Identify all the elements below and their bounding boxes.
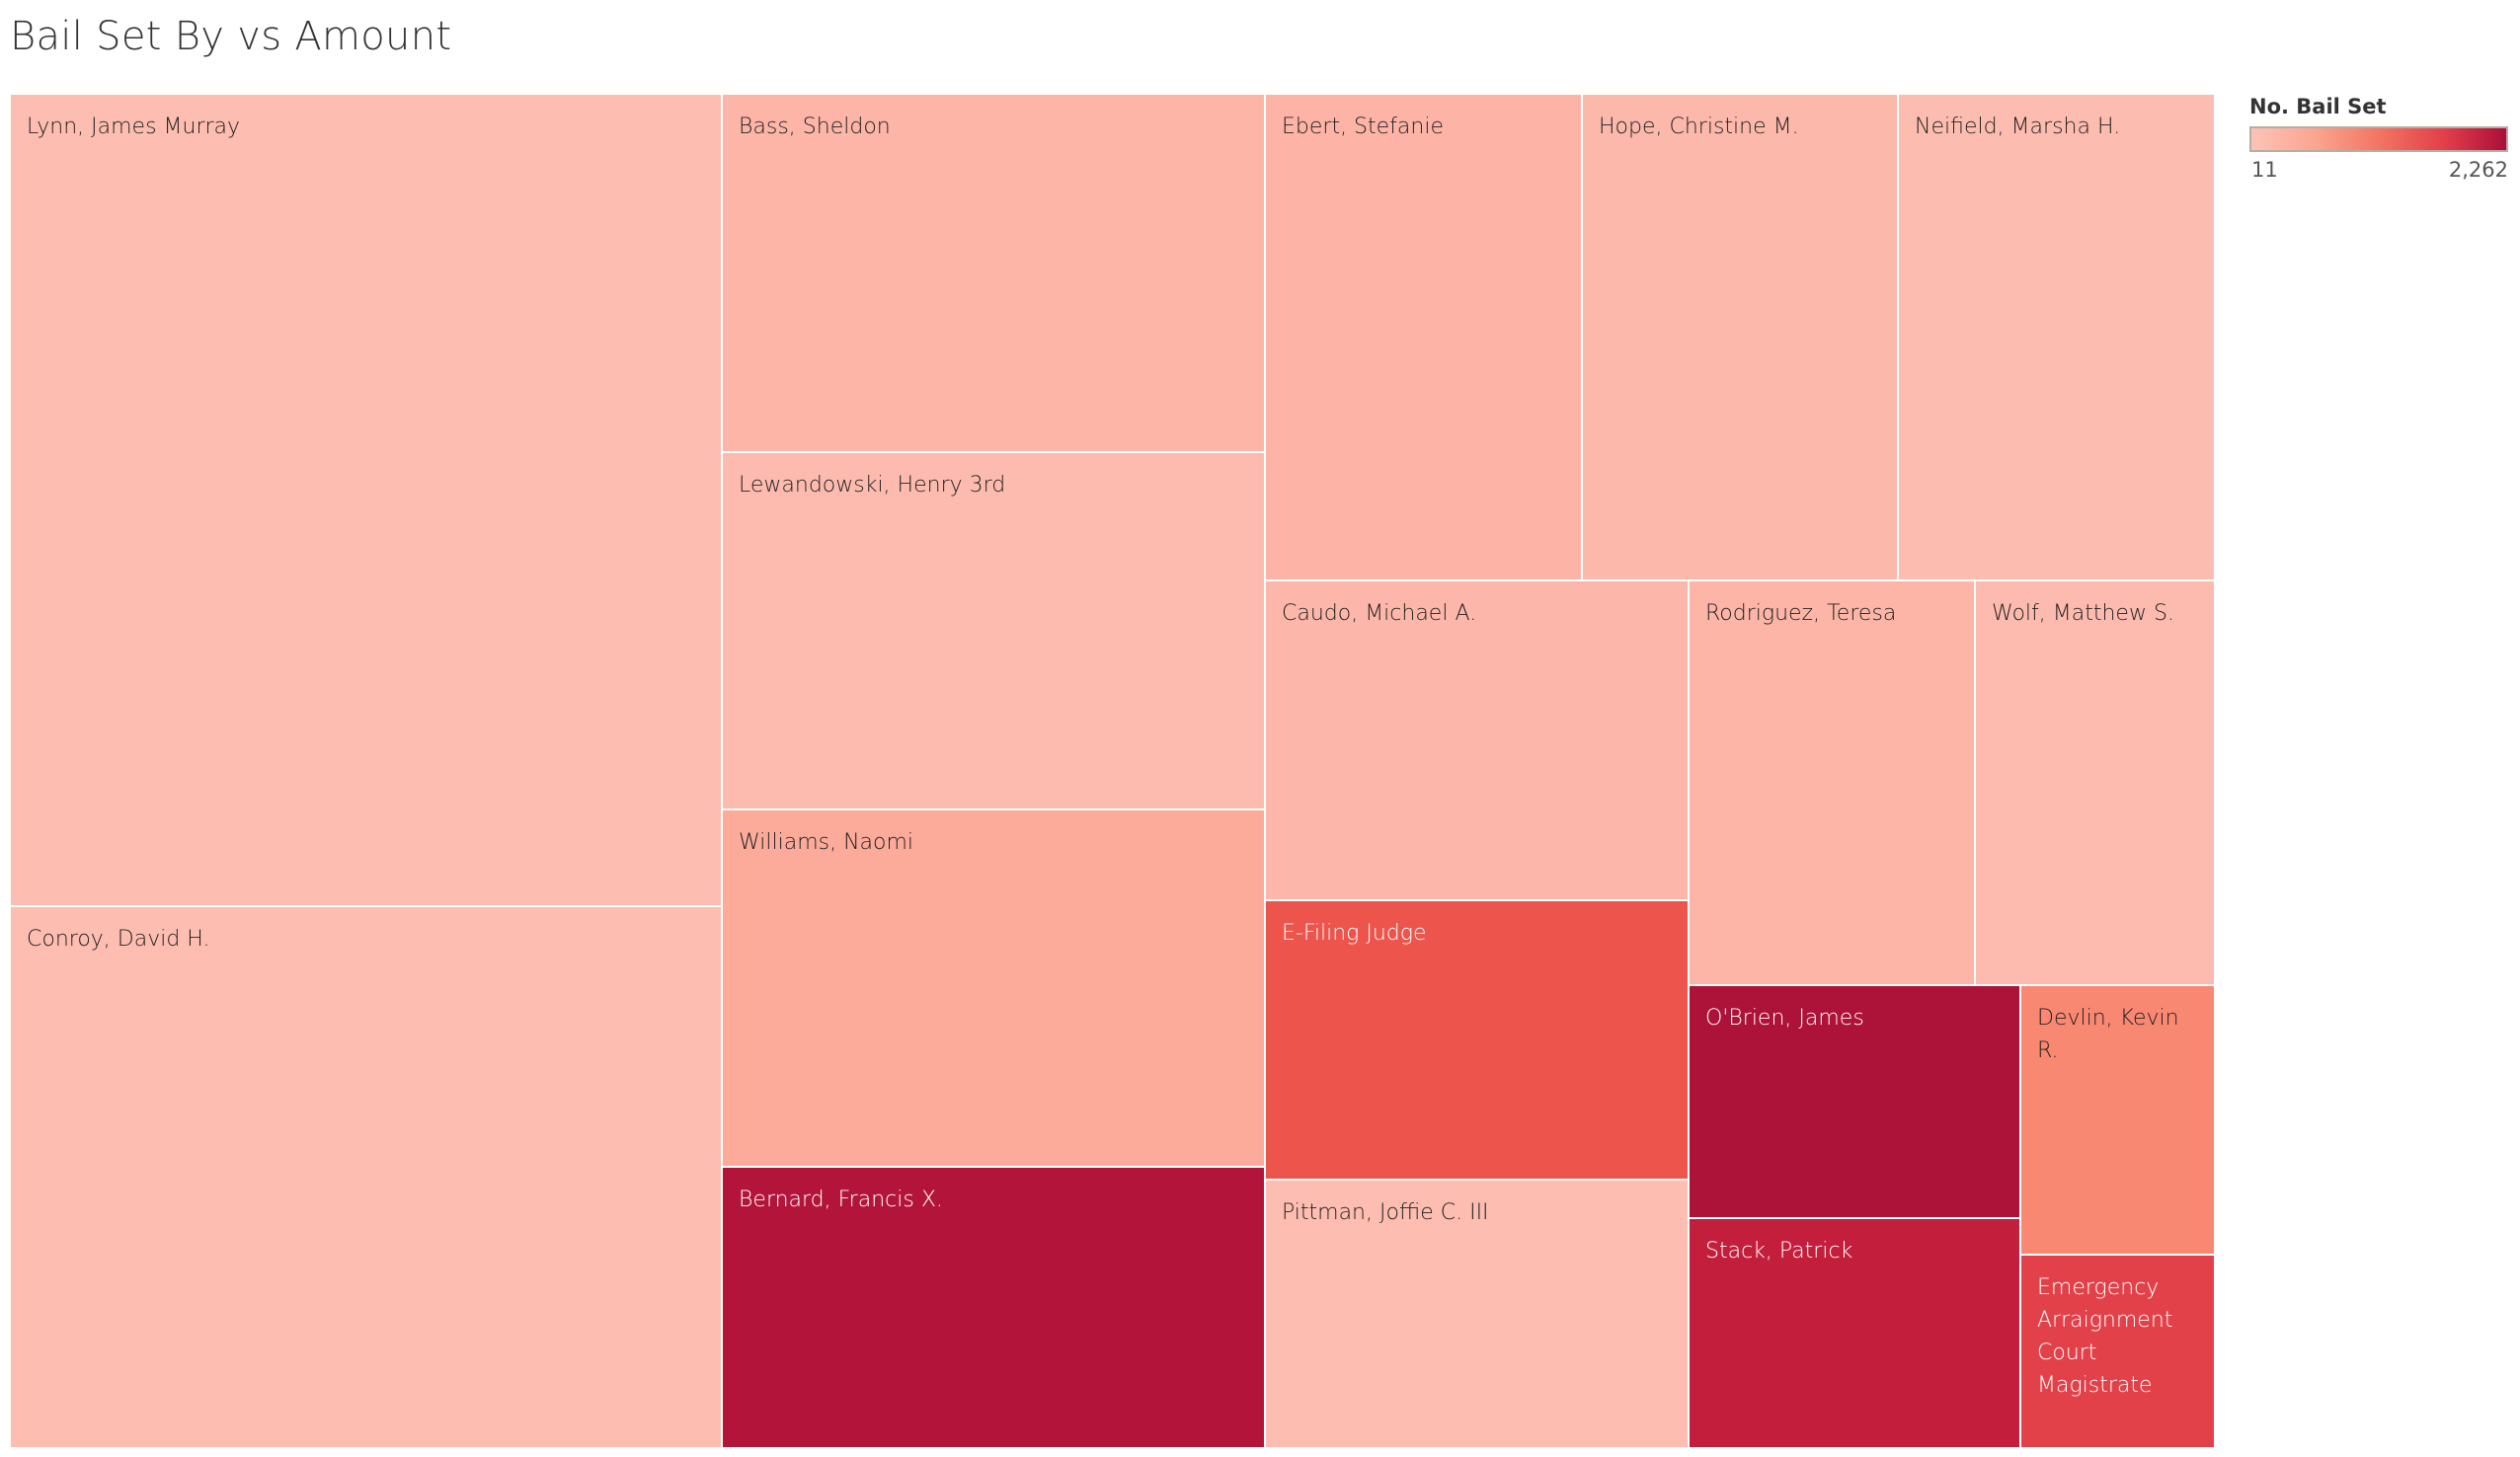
legend-title: No. Bail Set [2249, 95, 2387, 118]
treemap-cell-label: Pittman, Joffie C. III [1282, 1200, 1489, 1225]
treemap-cell-label: Ebert, Stefanie [1282, 115, 1445, 139]
treemap-cell[interactable]: Williams, Naomi [723, 810, 1264, 1166]
treemap-cell-label: Devlin, Kevin R. [2037, 1006, 2179, 1063]
treemap-cell-label: Lewandowski, Henry 3rd [739, 473, 1006, 498]
legend-min-label: 11 [2251, 158, 2278, 182]
treemap-cell[interactable]: Conroy, David H. [11, 907, 721, 1447]
treemap-cell[interactable]: Devlin, Kevin R. [2021, 986, 2214, 1254]
treemap-cell-label: Caudo, Michael A. [1282, 601, 1477, 626]
treemap-cell-label: Williams, Naomi [739, 830, 914, 855]
treemap-cell[interactable]: Lewandowski, Henry 3rd [723, 453, 1264, 808]
legend-color-ramp [2249, 126, 2508, 152]
treemap-cell-label: Rodriguez, Teresa [1705, 601, 1897, 626]
treemap-cell-label: Lynn, James Murray [27, 115, 241, 139]
treemap-cell[interactable]: Neifield, Marsha H. [1899, 95, 2214, 579]
treemap-cell[interactable]: Stack, Patrick [1690, 1219, 2019, 1447]
treemap-cell[interactable]: Pittman, Joffie C. III [1266, 1181, 1688, 1447]
treemap-cell[interactable]: Ebert, Stefanie [1266, 95, 1581, 579]
legend-ticks: 11 2,262 [2249, 158, 2508, 188]
treemap-cell[interactable]: E-Filing Judge [1266, 901, 1688, 1179]
treemap-cell[interactable]: Rodriguez, Teresa [1690, 581, 1974, 984]
treemap-cell[interactable]: Bass, Sheldon [723, 95, 1264, 451]
treemap-cell[interactable]: Wolf, Matthew S. [1976, 581, 2214, 984]
treemap-cell[interactable]: Bernard, Francis X. [723, 1168, 1264, 1447]
treemap-cell[interactable]: Caudo, Michael A. [1266, 581, 1688, 899]
treemap-cell-label: Stack, Patrick [1705, 1239, 1853, 1264]
treemap-cell-label: Wolf, Matthew S. [1992, 601, 2174, 626]
treemap-cell-label: Bass, Sheldon [739, 115, 891, 139]
treemap-cell-label: Emergency Arraignment Court Magistrate [2037, 1275, 2173, 1398]
treemap-cell-label: Hope, Christine M. [1599, 115, 1799, 139]
treemap-cell-label: E-Filing Judge [1282, 921, 1427, 946]
treemap-cell[interactable]: Hope, Christine M. [1583, 95, 1897, 579]
legend-max-label: 2,262 [2448, 158, 2508, 182]
treemap-cell-label: Conroy, David H. [27, 927, 210, 952]
treemap-cell[interactable]: Emergency Arraignment Court Magistrate [2021, 1256, 2214, 1447]
color-legend: No. Bail Set 11 2,262 [2249, 95, 2520, 188]
treemap-cell-label: Bernard, Francis X. [739, 1188, 943, 1212]
treemap-cell-label: Neifield, Marsha H. [1915, 115, 2121, 139]
chart-title: Bail Set By vs Amount [10, 14, 452, 59]
treemap-cell[interactable]: O'Brien, James [1690, 986, 2019, 1217]
treemap-cell[interactable]: Lynn, James Murray [11, 95, 721, 905]
treemap-cell-label: O'Brien, James [1705, 1006, 1864, 1031]
